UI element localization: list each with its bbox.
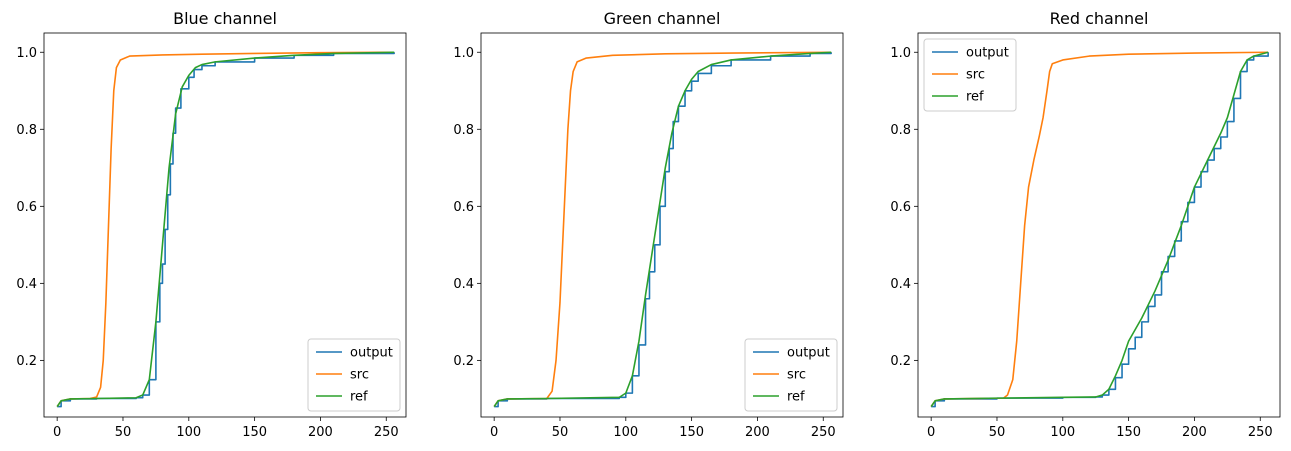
y-tick-label: 0.6 — [890, 200, 911, 215]
x-tick-label: 150 — [679, 425, 704, 440]
axes-frame — [917, 32, 1281, 418]
axes-frame — [43, 32, 407, 418]
subplot-2: Red channel 0 50 100 150 200 250 0.2 0.4 0.6 0.8 1.… — [890, 9, 1281, 440]
y-tick-label: 0.8 — [890, 123, 911, 138]
legend-box — [744, 338, 838, 412]
legend-label-ref: ref — [787, 390, 805, 405]
y-tick-label: 0.8 — [16, 123, 37, 138]
legend-box — [307, 338, 401, 412]
y-tick-label: 0.2 — [890, 354, 911, 369]
legend-label-output: output — [966, 46, 1009, 61]
x-tick-label: 200 — [308, 425, 333, 440]
series-line-ref — [493, 51, 832, 408]
x-tick-label: 200 — [1182, 425, 1207, 440]
x-tick-label: 0 — [490, 425, 498, 440]
y-tick-label: 0.4 — [16, 277, 37, 292]
x-tick-label: 150 — [1116, 425, 1141, 440]
y-tick-label: 0.6 — [16, 200, 37, 215]
x-tick-label: 200 — [745, 425, 770, 440]
x-tick-label: 250 — [1248, 425, 1273, 440]
y-tick-label: 0.2 — [16, 354, 37, 369]
x-tick-label: 50 — [115, 425, 132, 440]
y-tick-label: 0.2 — [453, 354, 474, 369]
legend-label-src: src — [787, 368, 806, 383]
x-tick-label: 100 — [1050, 425, 1075, 440]
legend: output src ref — [307, 338, 401, 412]
chart-title: Red channel — [1050, 9, 1149, 28]
x-tick-label: 100 — [613, 425, 638, 440]
chart-title: Green channel — [604, 9, 721, 28]
legend-label-src: src — [350, 368, 369, 383]
legend-label-src: src — [966, 68, 985, 83]
y-tick-label: 0.4 — [453, 277, 474, 292]
legend: output src ref — [744, 338, 838, 412]
x-tick-label: 250 — [374, 425, 399, 440]
x-tick-label: 150 — [242, 425, 267, 440]
y-tick-label: 0.8 — [453, 123, 474, 138]
legend-box — [923, 38, 1017, 112]
axes-frame — [480, 32, 844, 418]
subplot-1: Green channel 0 50 100 150 200 250 0.2 0.4 0.6 0.8… — [453, 9, 844, 440]
x-tick-label: 0 — [927, 425, 935, 440]
series-line-ref — [930, 51, 1269, 408]
legend-label-output: output — [787, 346, 830, 361]
subplot-0: Blue channel 0 50 100 150 200 250 0.2 0.4 0.6 0.8 1… — [16, 9, 407, 440]
series-line-src — [930, 51, 1269, 408]
legend-label-output: output — [350, 346, 393, 361]
legend: output src ref — [923, 38, 1017, 112]
x-tick-label: 50 — [989, 425, 1006, 440]
chart-title: Blue channel — [173, 9, 277, 28]
series-line-ref — [56, 51, 395, 408]
x-tick-label: 50 — [552, 425, 569, 440]
y-tick-label: 1.0 — [890, 46, 911, 61]
legend-label-ref: ref — [350, 390, 368, 405]
y-tick-label: 0.4 — [890, 277, 911, 292]
x-tick-label: 250 — [811, 425, 836, 440]
y-tick-label: 1.0 — [16, 46, 37, 61]
y-tick-label: 1.0 — [453, 46, 474, 61]
y-tick-label: 0.6 — [453, 200, 474, 215]
legend-label-ref: ref — [966, 90, 984, 105]
x-tick-label: 0 — [53, 425, 61, 440]
x-tick-label: 100 — [176, 425, 201, 440]
